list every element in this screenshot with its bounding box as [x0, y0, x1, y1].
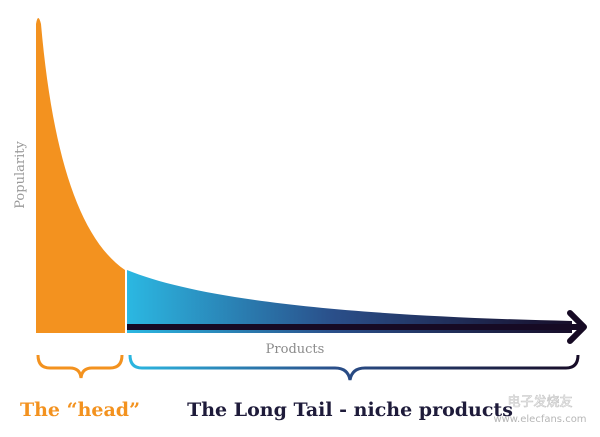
x-axis-label: Products: [266, 342, 325, 357]
arrow-head: [567, 310, 587, 344]
tail-label: The Long Tail - niche products: [187, 399, 513, 421]
tail-brace: [128, 354, 580, 381]
head-brace: [36, 354, 124, 379]
y-axis-label: Popularity: [13, 141, 28, 209]
watermark-url: www.elecfans.com: [493, 414, 586, 425]
watermark-brand: 电子发烧友: [507, 394, 572, 410]
head-area: [36, 18, 125, 333]
tail-area: [127, 270, 572, 333]
head-label: The “head”: [20, 399, 140, 421]
